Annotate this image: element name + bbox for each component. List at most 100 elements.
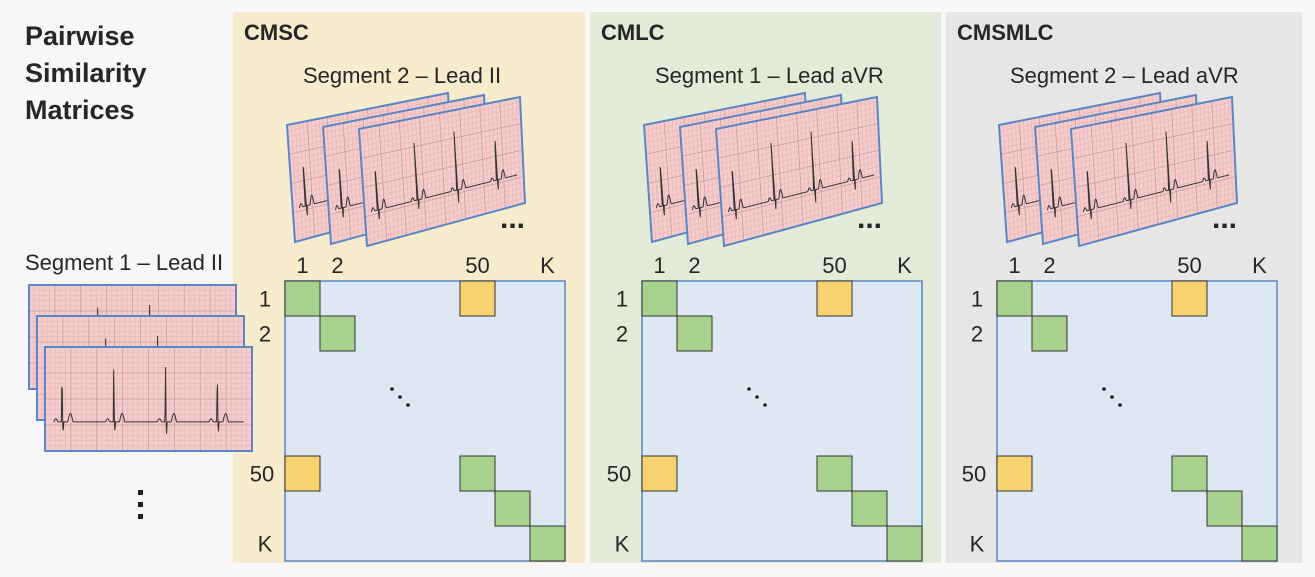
grid-line <box>723 192 882 235</box>
grid-line <box>359 107 521 141</box>
cross-cell <box>459 280 496 317</box>
col-label: 2 <box>331 253 343 278</box>
grid-line <box>718 133 879 171</box>
row-label: 1 <box>259 287 271 312</box>
segment-label: Segment 2 – Lead aVR <box>1010 63 1239 88</box>
segment-label: Segment 2 – Lead II <box>303 63 501 88</box>
title-line: Pairwise <box>25 21 135 51</box>
grid-line <box>360 123 522 159</box>
ecg-card <box>44 346 253 452</box>
grid-line <box>1071 102 1233 136</box>
vertical-ellipsis-dot <box>138 490 143 495</box>
ecg-card <box>714 95 884 248</box>
grid-line <box>717 123 879 159</box>
diagonal-cell <box>996 280 1033 317</box>
diagonal-cell <box>319 315 356 352</box>
cross-cell <box>996 455 1033 492</box>
grid-line <box>365 181 525 223</box>
diagonal-cell <box>1241 525 1278 562</box>
grid-line <box>717 117 879 153</box>
row-label: 2 <box>971 322 983 347</box>
grid-line <box>1073 128 1234 165</box>
segment-label: Segment 1 – Lead aVR <box>655 63 884 88</box>
grid-line <box>644 98 806 132</box>
ecg-border <box>44 346 253 452</box>
ecg-border <box>714 95 884 248</box>
panel-title: CMSC <box>244 20 309 45</box>
grid-line <box>365 186 525 229</box>
diagonal-ellipsis-dot <box>390 387 394 391</box>
panel-title: CMLC <box>601 20 665 45</box>
grid-line <box>1077 186 1237 229</box>
grid-line <box>1078 197 1237 241</box>
diagonal-cell <box>284 280 321 317</box>
title-line: Similarity <box>25 58 147 88</box>
col-label: 50 <box>1177 253 1201 278</box>
row-label: 50 <box>607 462 631 487</box>
grid-line <box>717 112 878 147</box>
grid-line <box>722 181 882 223</box>
col-label: 2 <box>688 253 700 278</box>
grid-line <box>1077 181 1237 223</box>
grid-line <box>359 102 521 136</box>
ellipsis-icon: ... <box>857 202 882 235</box>
grid-line <box>716 107 878 141</box>
grid-line <box>1078 192 1237 235</box>
cross-cell <box>641 455 678 492</box>
col-label: 1 <box>296 253 308 278</box>
ecg-border <box>357 95 527 248</box>
row-label: 50 <box>250 462 274 487</box>
grid-line <box>361 133 522 171</box>
diagonal-ellipsis-dot <box>747 387 751 391</box>
col-label: K <box>1252 253 1267 278</box>
col-label: 2 <box>1043 253 1055 278</box>
left-segment-label: Segment 1 – Lead II <box>25 250 223 275</box>
diagonal-cell <box>1031 315 1068 352</box>
col-label: 1 <box>653 253 665 278</box>
grid-line <box>366 197 525 241</box>
row-label: K <box>615 532 630 557</box>
grid-line <box>1072 112 1233 147</box>
title-line: Matrices <box>25 95 135 125</box>
grid-line <box>716 102 878 136</box>
grid-line <box>1073 133 1234 171</box>
grid-line <box>360 112 521 147</box>
diagonal-ellipsis-dot <box>1118 403 1122 407</box>
ecg-trace <box>371 131 518 220</box>
diagonal-ellipsis-dot <box>406 403 410 407</box>
grid-line <box>360 117 522 153</box>
panel-title: CMSMLC <box>957 20 1054 45</box>
grid-line <box>361 128 522 165</box>
diagonal-ellipsis-dot <box>1102 387 1106 391</box>
ecg-trace <box>1083 131 1230 220</box>
diagonal-cell <box>886 525 923 562</box>
grid-line <box>1071 107 1233 141</box>
ecg-card <box>357 95 527 248</box>
grid-line <box>718 128 879 165</box>
diagonal-cell <box>641 280 678 317</box>
ecg-trace <box>53 366 244 434</box>
row-label: 1 <box>971 287 983 312</box>
diagonal-cell <box>494 490 531 527</box>
diagonal-cell <box>1171 455 1208 492</box>
grid-line <box>1035 100 1197 134</box>
grid-line <box>1072 123 1234 159</box>
diagonal-cell <box>851 490 888 527</box>
diagonal-cell <box>816 455 853 492</box>
cross-cell <box>816 280 853 317</box>
ellipsis-icon: ... <box>500 202 525 235</box>
row-label: K <box>258 532 273 557</box>
grid-line <box>999 98 1161 132</box>
vertical-ellipsis-dot <box>138 502 143 507</box>
diagonal-ellipsis-dot <box>1110 395 1114 399</box>
col-label: 50 <box>465 253 489 278</box>
col-label: K <box>897 253 912 278</box>
ecg-border <box>1069 95 1239 248</box>
grid-line <box>722 186 882 229</box>
col-label: 1 <box>1008 253 1020 278</box>
diagonal-ellipsis-dot <box>755 395 759 399</box>
diagonal-ellipsis-dot <box>398 395 402 399</box>
diagonal-cell <box>529 525 566 562</box>
